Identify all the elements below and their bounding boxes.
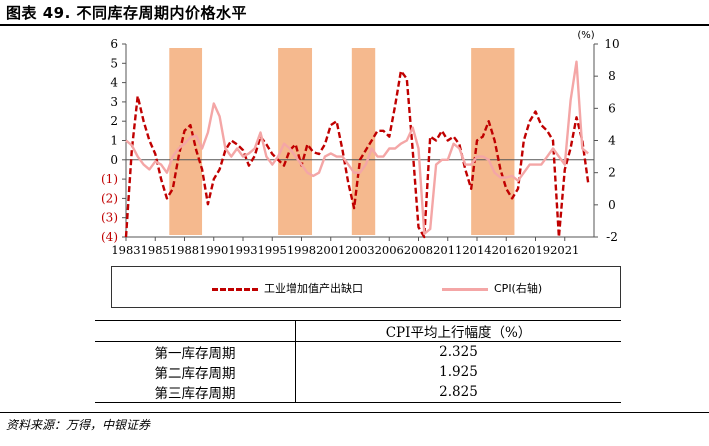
source-note: 资料来源：万得，中银证券 xyxy=(6,418,151,432)
table-cell-period: 第一库存周期 xyxy=(95,341,296,362)
table-cell-value: 2.325 xyxy=(439,344,478,360)
x-tick-label: 2016 xyxy=(492,243,521,257)
x-tick-label: 1990 xyxy=(199,243,228,257)
left-tick-label: 6 xyxy=(110,37,118,51)
x-tick-label: 2011 xyxy=(433,243,462,257)
left-tick-label: (3) xyxy=(101,211,118,225)
table-header-row: CPI平均上行幅度（%） xyxy=(95,320,621,342)
cpi-summary-table: CPI平均上行幅度（%） 第一库存周期 2.325 第二库存周期 1.925 第… xyxy=(95,320,621,403)
source-rule xyxy=(0,412,709,413)
title-rule xyxy=(0,24,709,26)
right-tick-label: 0 xyxy=(608,198,616,212)
x-tick-label: 2021 xyxy=(550,243,579,257)
x-tick-label: 2001 xyxy=(316,243,345,257)
x-tick-label: 1983 xyxy=(111,243,140,257)
shaded-periods xyxy=(169,48,515,235)
table-row: 第三库存周期 2.825 xyxy=(95,382,621,403)
table-row: 第二库存周期 1.925 xyxy=(95,362,621,382)
right-axis-unit: (%) xyxy=(577,30,594,41)
legend-label-industrial: 工业增加值产出缺口 xyxy=(264,282,363,295)
left-tick-label: 0 xyxy=(110,153,118,167)
legend-swatch-solid xyxy=(442,287,488,291)
x-tick-label: 2014 xyxy=(462,243,491,257)
table-cell-value: 2.825 xyxy=(295,382,621,403)
right-tick-label: 10 xyxy=(604,37,619,51)
shaded-period xyxy=(471,48,515,235)
left-tick-label: 1 xyxy=(110,134,118,148)
left-tick-label: 3 xyxy=(110,95,118,109)
table-header-cell: CPI平均上行幅度（%） xyxy=(295,320,621,342)
shaded-period xyxy=(351,48,376,235)
right-tick-label: -2 xyxy=(606,230,618,244)
right-tick-label: 2 xyxy=(608,166,616,180)
x-tick-label: 2019 xyxy=(521,243,550,257)
legend-swatch-dashed xyxy=(212,287,258,291)
x-tick-label: 1985 xyxy=(141,243,170,257)
x-tick-label: 1998 xyxy=(287,243,316,257)
left-tick-label: (4) xyxy=(101,230,118,244)
x-tick-label: 2006 xyxy=(375,243,404,257)
left-tick-label: 4 xyxy=(110,76,118,90)
legend-label-cpi: CPI(右轴) xyxy=(494,282,543,295)
series-line-cpi xyxy=(125,60,589,236)
legend-item-industrial: 工业增加值产出缺口 xyxy=(212,280,363,296)
series-line-industrial-output-gap xyxy=(124,69,590,239)
table-cell-value: 1.925 xyxy=(439,364,478,380)
legend: 工业增加值产出缺口 CPI(右轴) xyxy=(111,266,621,308)
left-tick-label: 2 xyxy=(110,114,118,128)
shaded-period xyxy=(278,48,313,235)
x-tick-label: 1993 xyxy=(228,243,257,257)
x-tick-label: 1995 xyxy=(258,243,287,257)
table-cell-period: 第二库存周期 xyxy=(95,362,296,382)
table-header-cell xyxy=(95,320,296,342)
figure-title: 图表 49. 不同库存周期内价格水平 xyxy=(6,4,248,22)
legend-item-cpi: CPI(右轴) xyxy=(442,280,542,296)
series-lines xyxy=(124,60,590,239)
table-row: 第一库存周期 2.325 xyxy=(95,341,621,362)
x-tick-label: 1988 xyxy=(170,243,199,257)
left-tick-label: (1) xyxy=(101,172,118,186)
left-tick-label: 5 xyxy=(110,56,118,70)
left-tick-label: (2) xyxy=(101,191,118,205)
right-tick-label: 6 xyxy=(608,101,616,115)
right-tick-label: 4 xyxy=(608,134,616,148)
right-tick-label: 8 xyxy=(608,69,616,83)
x-tick-label: 2008 xyxy=(404,243,433,257)
x-tick-label: 2003 xyxy=(345,243,374,257)
table-cell-period: 第三库存周期 xyxy=(95,382,296,403)
